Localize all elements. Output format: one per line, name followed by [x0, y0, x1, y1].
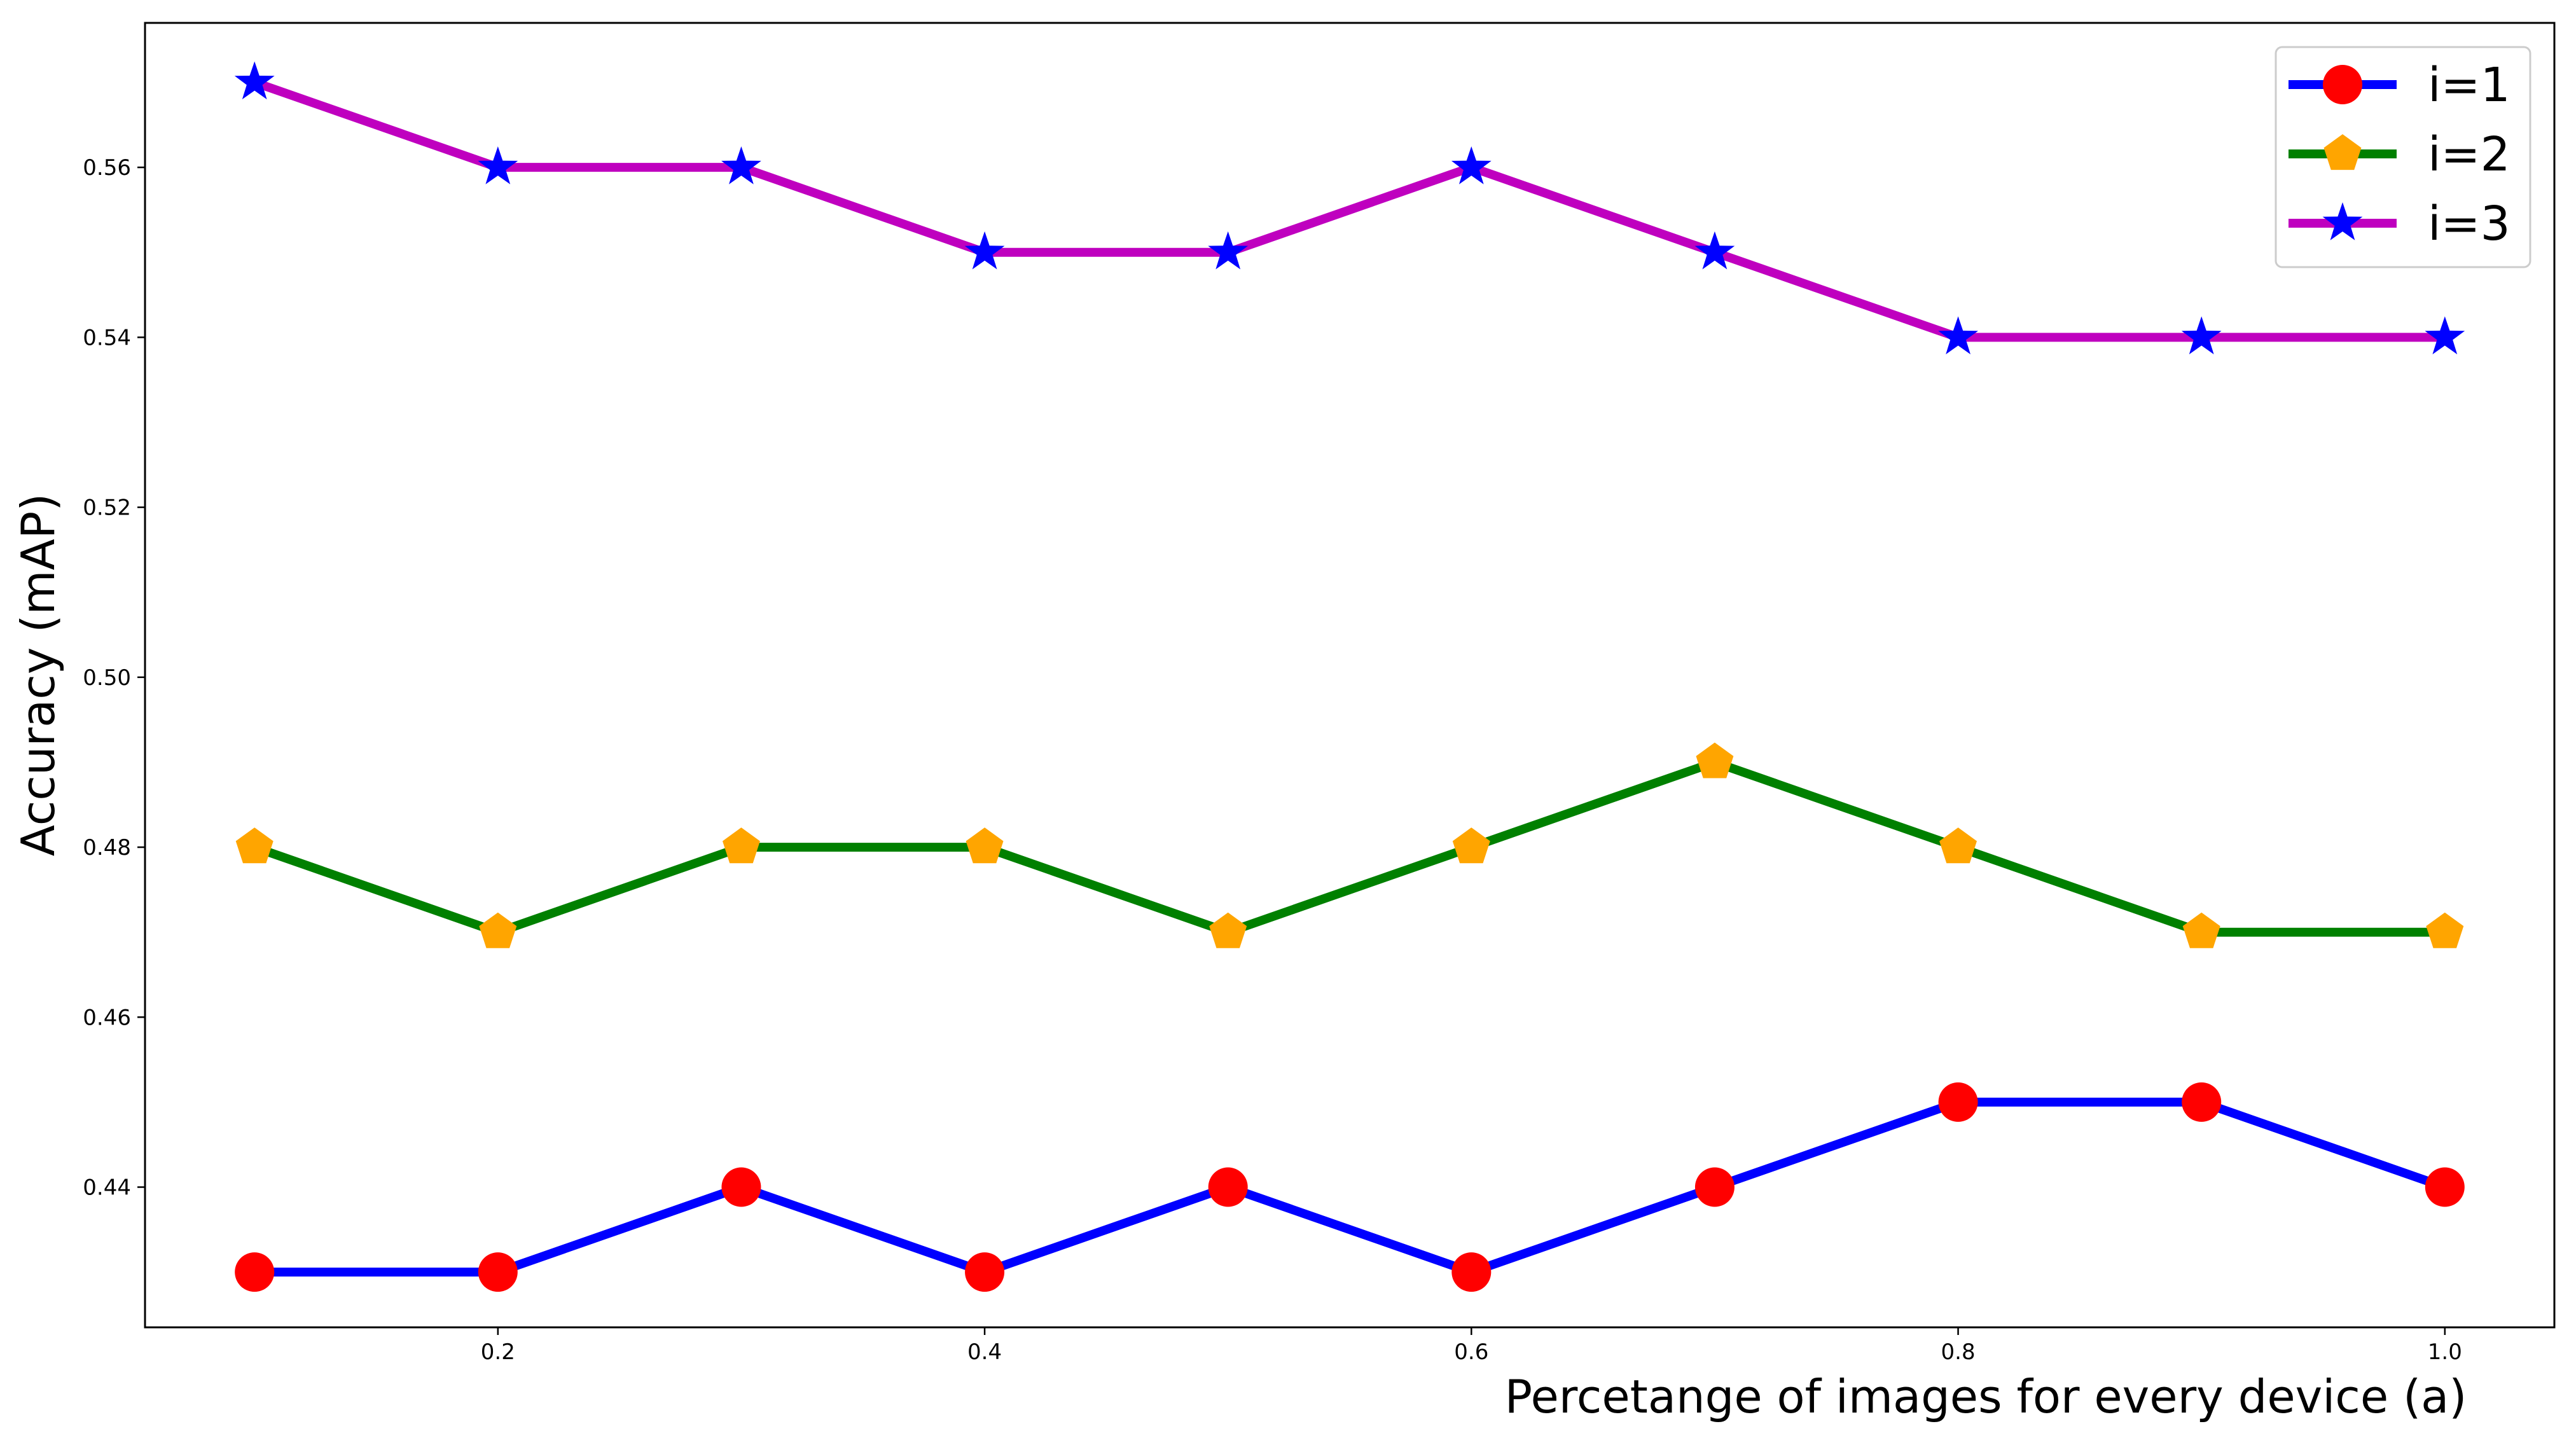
series-3-line: [253, 78, 2445, 342]
series-3-point: [1694, 231, 1735, 270]
series-1-point: [721, 1167, 761, 1207]
y-tick-label: 0.56: [83, 155, 131, 181]
series-3-point: [721, 146, 761, 184]
series-1-point: [1451, 1252, 1492, 1292]
y-tick-label: 0.50: [83, 665, 131, 691]
series-2-point: [2182, 912, 2220, 948]
y-tick-label: 0.48: [83, 835, 131, 861]
series-2: [235, 742, 2464, 948]
series-3-point: [2181, 316, 2222, 355]
series-layer: [234, 61, 2465, 1292]
plot-frame: [144, 22, 2556, 1329]
series-1-point: [1938, 1082, 1978, 1122]
series-1-point: [1694, 1167, 1735, 1207]
series-2-point: [1209, 912, 1247, 948]
series-1-point: [478, 1252, 518, 1292]
series-3-point: [478, 146, 518, 184]
x-tick-label: 1.0: [2428, 1339, 2462, 1365]
series-1-line: [254, 1097, 2447, 1277]
legend-marker-1: [2323, 65, 2362, 104]
series-2-point: [1939, 827, 1977, 864]
series-1-point: [1208, 1167, 1248, 1207]
legend-label-1: i=1: [2428, 58, 2510, 113]
legend-marker-3: [2322, 202, 2363, 240]
series-3-point: [1208, 231, 1249, 270]
x-tick-label: 0.6: [1454, 1339, 1488, 1365]
series-2-line: [253, 757, 2445, 937]
series-3-point: [2425, 316, 2465, 355]
series-2-point: [1696, 742, 1734, 778]
y-tick-label: 0.44: [83, 1175, 131, 1201]
y-tick-label: 0.52: [83, 495, 131, 521]
y-axis-label: Accuracy (mAP): [11, 494, 65, 857]
series-2-point: [723, 827, 760, 864]
series-3-point: [1451, 146, 1492, 184]
legend-label-3: i=3: [2428, 197, 2510, 251]
series-3-point: [1938, 316, 1978, 355]
series-1-point: [2425, 1167, 2465, 1207]
x-tick-label: 0.2: [481, 1339, 515, 1365]
series-2-point: [966, 827, 1004, 864]
y-tick-label: 0.54: [83, 325, 131, 350]
series-1-point: [235, 1252, 275, 1292]
legend: i=1 i=2 i=3: [2275, 46, 2531, 268]
series-3-point: [964, 231, 1005, 270]
y-tick-label: 0.46: [83, 1005, 131, 1030]
series-2-point: [235, 827, 274, 864]
series-1-point: [965, 1252, 1005, 1292]
series-3-point: [234, 61, 275, 100]
legend-label-2: i=2: [2428, 127, 2510, 182]
x-axis-label: Percetange of images for every device (a…: [1505, 1370, 2467, 1423]
x-tick-label: 0.4: [967, 1339, 1002, 1365]
series-2-point: [479, 912, 517, 948]
series-1-point: [2182, 1082, 2222, 1122]
series-3: [234, 61, 2465, 355]
ticks-layer: 0.2 0.4 0.6 0.8 1.0 0.44 0.46 0.48 0.50 0.52 0.54 0…: [83, 155, 2462, 1365]
series-2-point: [2426, 912, 2464, 948]
legend-marker-2: [2323, 134, 2362, 170]
x-tick-label: 0.8: [1941, 1339, 1976, 1365]
series-1: [235, 1082, 2465, 1292]
series-2-point: [1452, 827, 1490, 864]
